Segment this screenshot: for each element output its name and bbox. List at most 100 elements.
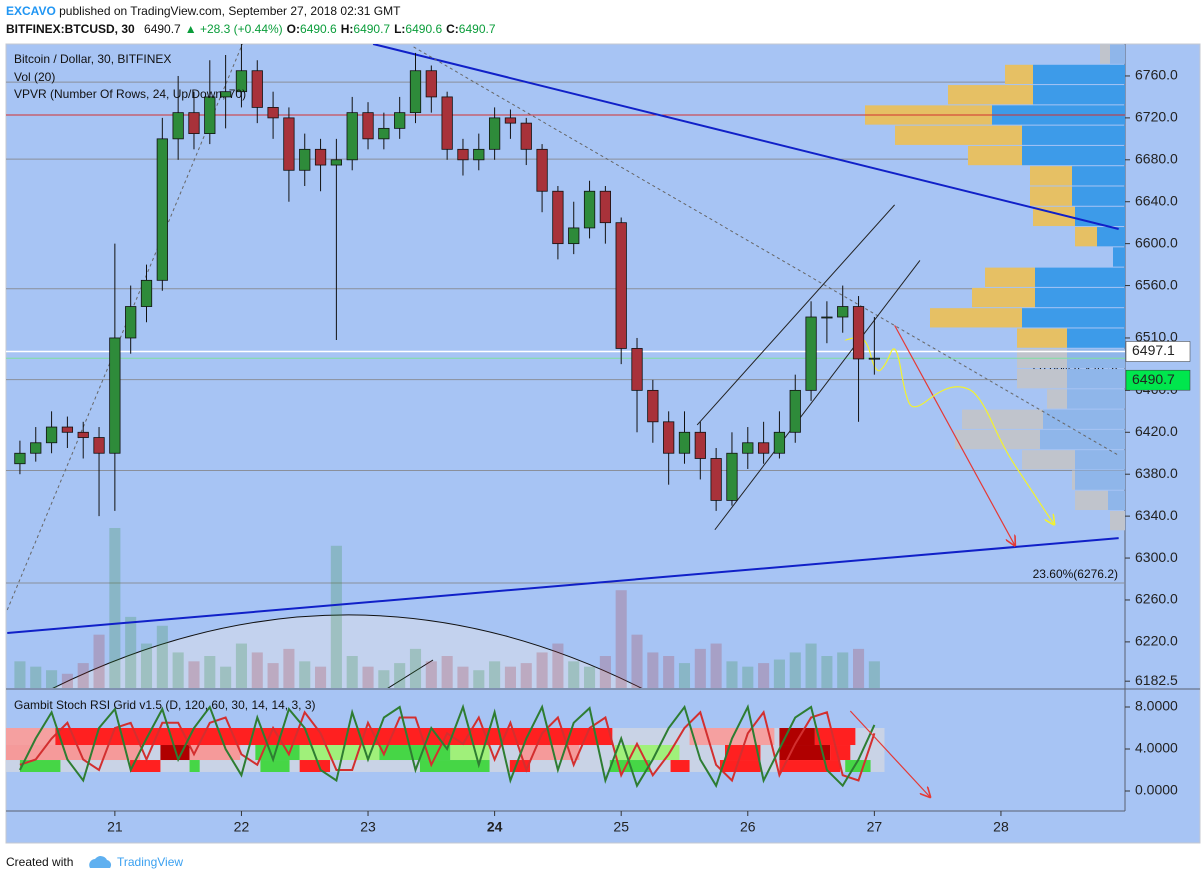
volume-bar [30,666,42,688]
candle-body [742,442,754,454]
vpvr-down [1017,328,1067,348]
y-tick-label: 6260.0 [1135,591,1178,607]
vpvr-up [1072,186,1125,206]
ohlc-label: H: [341,22,354,36]
volume-bar [489,661,501,688]
candle-body [61,426,74,433]
candle-body [425,70,437,98]
header-line: EXCAVO published on TradingView.com, Sep… [6,4,401,18]
x-tick-label: 28 [993,819,1009,835]
drawing-line [413,46,1119,456]
volume-bar [473,670,485,688]
candle-body [204,96,216,135]
volume-bar [409,648,422,688]
candle-body [647,389,659,423]
symbol-line: BITFINEX:BTCUSD, 30 6490.7 ▲ +28.3 (+0.44… [6,22,496,36]
candle-body [362,112,374,140]
candle-body [140,279,153,307]
candle-body [109,337,121,454]
brand-name[interactable]: TradingView [117,855,183,869]
candle-body [346,112,358,161]
candle-body [599,190,611,224]
volume-bar [789,652,801,688]
vpvr-down [1005,64,1033,85]
vpvr-up [1043,409,1125,429]
volume-bar [188,661,200,688]
x-tick-label: 26 [740,819,756,835]
oscillator-pane [6,703,930,797]
ohlc-label: L: [394,22,405,36]
candle-body [773,431,786,454]
grid-cell [299,760,331,772]
indicator-label: Vol (20) [14,70,55,84]
y-tick-label: 4.0000 [1135,740,1178,756]
grid-cell [814,728,856,746]
volume-bar [520,663,532,688]
vpvr-up [1110,44,1125,64]
grid-cell [379,745,451,761]
y-tick-label: 6720.0 [1135,109,1178,125]
grid-cell [189,760,200,772]
volume-bar [93,634,105,688]
volume-bar [631,634,643,688]
ohlc-value: 6490.6 [405,22,442,36]
grid-cell [6,728,56,746]
vpvr-up [1035,287,1125,308]
candle-body [267,107,279,119]
vpvr-down [968,145,1022,166]
brand-logo[interactable] [89,856,112,868]
price-label: 6490.7 [1132,371,1175,387]
vpvr-down [895,125,1022,145]
drawing-line [696,204,895,426]
author[interactable]: EXCAVO [6,4,56,18]
candle-body [330,159,343,166]
vpvr-down [1075,490,1108,511]
volume-bar [663,656,675,688]
drawing-line [714,260,921,531]
vpvr-down [930,308,1022,328]
y-tick-label: 6640.0 [1135,192,1178,208]
symbol-info: BITFINEX:BTCUSD, 30 6490.7 ▲ +28.3 (+0.44… [6,22,496,36]
grid-cell [260,760,290,772]
x-tick-label: 27 [867,819,883,835]
candle-body [852,306,865,360]
y-tick-label: 6380.0 [1135,465,1178,481]
grid-cell [845,760,871,772]
x-tick-label: 23 [360,819,376,835]
candle-body [615,222,627,349]
volume-bar [204,656,216,688]
vpvr-down [1033,206,1075,227]
volume-bar [283,648,295,688]
candle-body [394,112,406,129]
volume-bar [267,663,279,688]
candle-body [235,70,248,93]
indicator-label: VPVR (Number Of Rows, 24, Up/Down, 70) [14,87,246,101]
vpvr-up [1067,369,1125,389]
y-tick-label: 6760.0 [1135,67,1178,83]
ohlc-value: 6490.7 [459,22,496,36]
volume-bar [853,648,865,688]
candle-body [14,452,26,465]
vpvr-down [1030,186,1072,206]
candle-body [488,117,501,150]
footer-text: Created with [6,855,73,869]
candle-body [457,148,469,161]
volume-bar [46,670,58,688]
candle-body [568,227,580,245]
drawing-line [849,710,930,797]
candle-body [726,452,738,501]
price-label-box [1125,369,1191,391]
ohlc-value: 6490.6 [300,22,337,36]
published: published on TradingView.com, September … [56,4,401,18]
vpvr-down [972,287,1035,308]
volume-bar [77,663,89,688]
volume-bar [425,661,437,688]
drawing-line [372,44,1119,230]
y-tick-label: 6340.0 [1135,507,1178,523]
vpvr-up [1075,206,1125,227]
candle-body [504,117,517,124]
grid-cell [830,745,851,761]
candle-body [473,148,485,161]
grid-cell [255,745,300,761]
candle-body [710,458,722,501]
